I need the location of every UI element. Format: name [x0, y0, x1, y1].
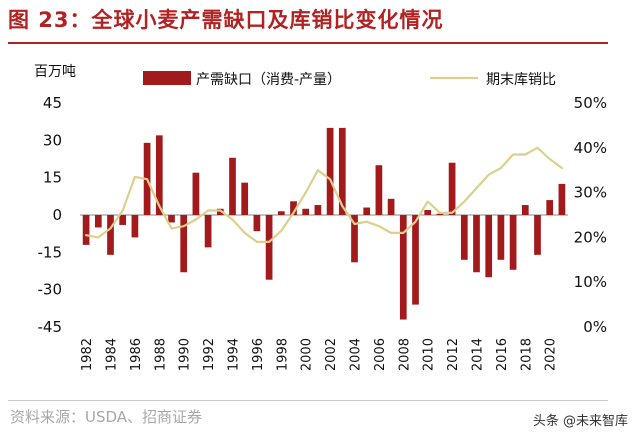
- gap-bar: [290, 201, 297, 215]
- x-tick-label: 1984: [105, 338, 120, 371]
- x-axis-ticks: 1982 1984 1986 1988 1990 1992 1994 1996 1998 2000…: [80, 338, 559, 371]
- legend: 产需缺口（消费-产量） 期末库销比: [143, 71, 556, 88]
- gap-bar: [448, 162, 456, 215]
- y2-tick-label: 10%: [574, 273, 607, 291]
- gap-bar: [460, 215, 468, 260]
- x-tick-label: 2010: [422, 338, 437, 371]
- gap-bar: [265, 215, 273, 280]
- legend-bar-label: 产需缺口（消费-产量）: [196, 72, 341, 88]
- gap-bar: [216, 208, 224, 215]
- gap-bar: [363, 207, 371, 215]
- page-title: 图 23：全球小麦产需缺口及库销比变化情况: [8, 8, 444, 32]
- gap-bar: [94, 215, 102, 228]
- gap-bar: [412, 215, 419, 305]
- gap-bar: [351, 215, 358, 263]
- x-tick-label: 2000: [300, 338, 315, 371]
- x-tick-label: 1996: [251, 338, 266, 371]
- gap-bar: [277, 211, 285, 215]
- x-tick-label: 1998: [275, 338, 290, 371]
- left-axis-ticks: 45 30 15 0 -15 -30 -45: [38, 94, 63, 336]
- gap-bar: [302, 208, 310, 215]
- gap-bar: [521, 205, 529, 215]
- gap-bar: [509, 215, 517, 270]
- y-tick-label: -30: [38, 281, 63, 299]
- x-tick-label: 2018: [519, 338, 534, 371]
- gap-bars: [82, 127, 566, 320]
- gap-bar: [241, 182, 249, 215]
- footer-divider: [8, 400, 608, 401]
- y-tick-label: -45: [38, 318, 63, 336]
- y-tick-label: 15: [43, 169, 62, 187]
- y2-tick-label: 50%: [574, 94, 607, 112]
- gap-bar: [314, 205, 322, 215]
- y2-tick-label: 30%: [574, 184, 607, 202]
- gap-bar: [131, 215, 139, 238]
- x-tick-label: 2008: [397, 338, 412, 371]
- gap-bar: [424, 210, 432, 215]
- y2-tick-label: 40%: [574, 139, 607, 157]
- source-note: 资料来源：USDA、招商证券: [10, 408, 203, 426]
- x-tick-label: 1992: [202, 338, 217, 371]
- x-tick-label: 2002: [324, 338, 339, 371]
- gap-bar: [119, 215, 127, 225]
- gap-bar: [168, 215, 175, 223]
- y2-tick-label: 0%: [583, 318, 607, 336]
- gap-bar: [546, 200, 554, 215]
- gap-bar: [387, 198, 395, 215]
- gap-bar: [473, 215, 480, 273]
- gap-bar: [497, 215, 505, 260]
- x-tick-label: 2014: [471, 338, 486, 371]
- x-tick-label: 2020: [544, 338, 559, 371]
- gap-bar: [204, 215, 212, 248]
- legend-bar-swatch: [143, 71, 191, 85]
- x-tick-label: 1982: [80, 338, 95, 371]
- x-tick-label: 1986: [129, 338, 144, 371]
- gap-bar: [326, 127, 334, 215]
- gap-bar: [107, 215, 114, 255]
- gap-bar: [399, 215, 407, 320]
- y-tick-label: -15: [38, 243, 63, 261]
- x-tick-label: 2004: [349, 338, 364, 371]
- gap-bar: [253, 215, 261, 232]
- title-divider: [8, 42, 608, 44]
- gap-bar: [155, 135, 163, 215]
- x-tick-label: 1994: [227, 338, 242, 371]
- gap-bar: [558, 183, 566, 215]
- legend-line-label: 期末库销比: [486, 72, 556, 88]
- gap-bar: [82, 215, 90, 245]
- gap-bar: [338, 127, 346, 215]
- watermark: 头条 @未来智库: [532, 414, 628, 429]
- y-tick-label: 0: [52, 206, 62, 224]
- gap-bar: [436, 213, 444, 215]
- right-axis-ticks: 50% 40% 30% 20% 10% 0%: [574, 94, 607, 336]
- y-tick-label: 30: [43, 131, 62, 149]
- gap-bar: [229, 157, 236, 215]
- y-axis-unit: 百万吨: [34, 64, 76, 80]
- y-tick-label: 45: [43, 94, 62, 112]
- x-tick-label: 2012: [446, 338, 461, 371]
- x-tick-label: 1990: [178, 338, 193, 371]
- x-tick-label: 2016: [495, 338, 510, 371]
- gap-bar: [192, 172, 200, 215]
- y2-tick-label: 20%: [574, 228, 607, 246]
- gap-bar: [375, 165, 383, 215]
- stock-to-use-line: [84, 146, 564, 243]
- gap-bar: [534, 215, 541, 255]
- gap-bar: [180, 215, 188, 273]
- x-tick-label: 2006: [373, 338, 388, 371]
- gap-bar: [485, 215, 493, 278]
- x-tick-label: 1988: [153, 338, 168, 371]
- chart: 百万吨 45 30 15 0 -15 -30 -45 50% 40% 30% 20% 10% 0% 1…: [34, 64, 607, 371]
